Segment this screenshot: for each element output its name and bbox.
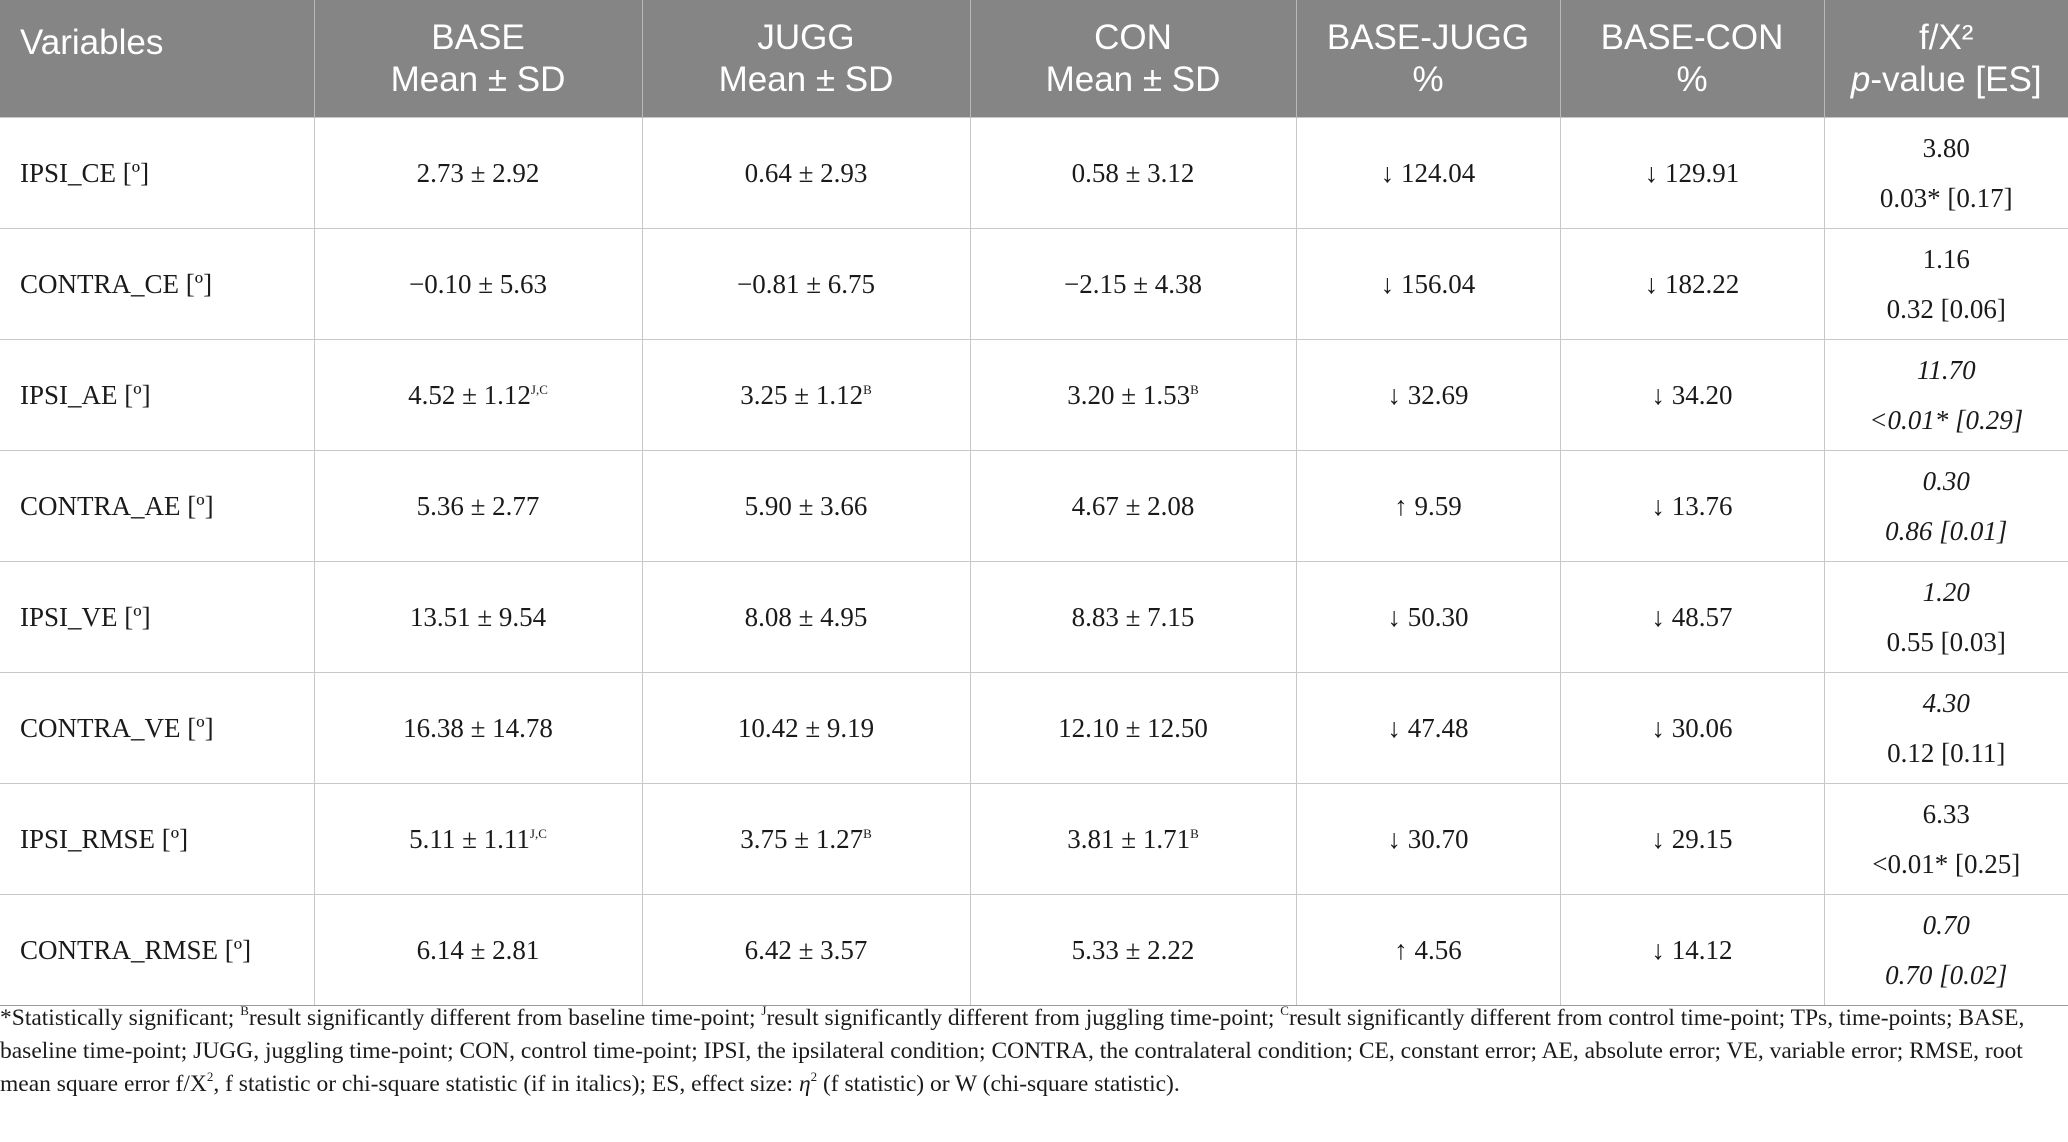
- cell-con: −2.15 ± 4.38: [969, 228, 1296, 340]
- cell-statistic: 0.70 0.70 [0.02]: [1823, 894, 2068, 1006]
- table-footnote: *Statistically significant; Bresult sign…: [0, 1003, 2025, 1097]
- cell-base-jugg: ↑ 4.56: [1295, 894, 1560, 1006]
- table-row: CONTRA_VE [º] 16.38 ± 14.78 10.42 ± 9.19 12…: [0, 672, 2068, 784]
- header-base: BASE Mean ± SD: [313, 0, 642, 118]
- cell-base-jugg: ↓ 30.70: [1295, 783, 1560, 895]
- cell-base: 13.51 ± 9.54: [313, 561, 642, 673]
- cell-jugg: 8.08 ± 4.95: [641, 561, 970, 673]
- header-con: CON Mean ± SD: [969, 0, 1296, 118]
- cell-statistic: 6.33 <0.01* [0.25]: [1823, 783, 2068, 895]
- cell-statistic: 11.70 <0.01* [0.29]: [1823, 339, 2068, 451]
- header-base-jugg: BASE-JUGG%: [1295, 0, 1560, 118]
- header-base-con: BASE-CON%: [1559, 0, 1824, 118]
- cell-base-con: ↓ 48.57: [1559, 561, 1824, 673]
- cell-base: 6.14 ± 2.81: [313, 894, 642, 1006]
- header-jugg: JUGG Mean ± SD: [641, 0, 970, 118]
- cell-variable: CONTRA_AE [º]: [0, 450, 314, 562]
- table-row: CONTRA_AE [º] 5.36 ± 2.77 5.90 ± 3.66 4.67 …: [0, 450, 2068, 562]
- results-table: Variables BASE Mean ± SD JUGG Mean ± SD CO…: [0, 0, 2068, 1006]
- cell-jugg: 3.75 ± 1.27B: [641, 783, 970, 895]
- cell-con: 12.10 ± 12.50: [969, 672, 1296, 784]
- cell-base-con: ↓ 13.76: [1559, 450, 1824, 562]
- cell-con: 3.20 ± 1.53B: [969, 339, 1296, 451]
- cell-base: −0.10 ± 5.63: [313, 228, 642, 340]
- cell-variable: IPSI_AE [º]: [0, 339, 314, 451]
- cell-base-jugg: ↓ 47.48: [1295, 672, 1560, 784]
- cell-base-jugg: ↑ 9.59: [1295, 450, 1560, 562]
- cell-base: 2.73 ± 2.92: [313, 117, 642, 229]
- cell-base-jugg: ↓ 156.04: [1295, 228, 1560, 340]
- cell-base-jugg: ↓ 50.30: [1295, 561, 1560, 673]
- cell-statistic: 3.80 0.03* [0.17]: [1823, 117, 2068, 229]
- cell-variable: IPSI_CE [º]: [0, 117, 314, 229]
- cell-base: 16.38 ± 14.78: [313, 672, 642, 784]
- cell-statistic: 1.20 0.55 [0.03]: [1823, 561, 2068, 673]
- table-row: CONTRA_RMSE [º] 6.14 ± 2.81 6.42 ± 3.57 5.3…: [0, 894, 2068, 1006]
- cell-base-jugg: ↓ 32.69: [1295, 339, 1560, 451]
- cell-base-con: ↓ 182.22: [1559, 228, 1824, 340]
- header-statistic: f/X² p-value [ES]: [1823, 0, 2068, 118]
- cell-con: 0.58 ± 3.12: [969, 117, 1296, 229]
- cell-jugg: 5.90 ± 3.66: [641, 450, 970, 562]
- cell-statistic: 0.30 0.86 [0.01]: [1823, 450, 2068, 562]
- cell-con: 4.67 ± 2.08: [969, 450, 1296, 562]
- cell-base-con: ↓ 34.20: [1559, 339, 1824, 451]
- header-variables: Variables: [0, 0, 314, 118]
- cell-variable: IPSI_VE [º]: [0, 561, 314, 673]
- cell-base-con: ↓ 14.12: [1559, 894, 1824, 1006]
- cell-base-con: ↓ 29.15: [1559, 783, 1824, 895]
- cell-base: 5.36 ± 2.77: [313, 450, 642, 562]
- cell-variable: CONTRA_CE [º]: [0, 228, 314, 340]
- cell-jugg: 10.42 ± 9.19: [641, 672, 970, 784]
- cell-base-con: ↓ 129.91: [1559, 117, 1824, 229]
- cell-base-con: ↓ 30.06: [1559, 672, 1824, 784]
- table-row: IPSI_VE [º] 13.51 ± 9.54 8.08 ± 4.95 8.83 ±…: [0, 561, 2068, 673]
- cell-jugg: −0.81 ± 6.75: [641, 228, 970, 340]
- cell-base: 5.11 ± 1.11J,C: [313, 783, 642, 895]
- cell-variable: IPSI_RMSE [º]: [0, 783, 314, 895]
- cell-statistic: 1.16 0.32 [0.06]: [1823, 228, 2068, 340]
- cell-jugg: 3.25 ± 1.12B: [641, 339, 970, 451]
- table-row: IPSI_RMSE [º] 5.11 ± 1.11J,C 3.75 ± 1.27B 3…: [0, 783, 2068, 895]
- cell-variable: CONTRA_RMSE [º]: [0, 894, 314, 1006]
- table-row: CONTRA_CE [º] −0.10 ± 5.63 −0.81 ± 6.75 −2.…: [0, 228, 2068, 340]
- table-row: IPSI_AE [º] 4.52 ± 1.12J,C 3.25 ± 1.12B 3.2…: [0, 339, 2068, 451]
- header-row: Variables BASE Mean ± SD JUGG Mean ± SD CO…: [0, 0, 2068, 118]
- cell-con: 5.33 ± 2.22: [969, 894, 1296, 1006]
- cell-jugg: 6.42 ± 3.57: [641, 894, 970, 1006]
- table-row: IPSI_CE [º] 2.73 ± 2.92 0.64 ± 2.93 0.58 ± …: [0, 117, 2068, 229]
- table-body: IPSI_CE [º] 2.73 ± 2.92 0.64 ± 2.93 0.58 ± …: [0, 117, 2068, 1006]
- cell-variable: CONTRA_VE [º]: [0, 672, 314, 784]
- cell-con: 3.81 ± 1.71B: [969, 783, 1296, 895]
- cell-base-jugg: ↓ 124.04: [1295, 117, 1560, 229]
- cell-con: 8.83 ± 7.15: [969, 561, 1296, 673]
- cell-statistic: 4.30 0.12 [0.11]: [1823, 672, 2068, 784]
- cell-jugg: 0.64 ± 2.93: [641, 117, 970, 229]
- cell-base: 4.52 ± 1.12J,C: [313, 339, 642, 451]
